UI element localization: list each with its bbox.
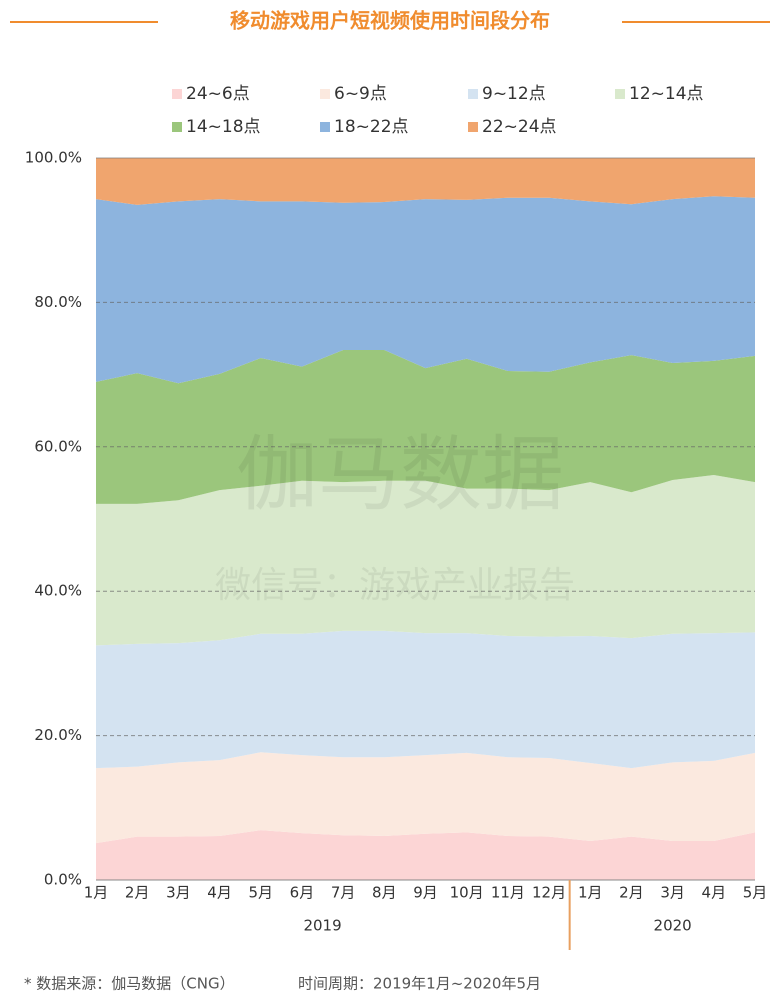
- chart-title: 移动游戏用户短视频使用时间段分布: [230, 9, 550, 33]
- x-tick-label: 10月: [450, 884, 484, 902]
- legend-label: 6~9点: [334, 84, 387, 104]
- legend-swatch: [172, 122, 182, 132]
- x-tick-label: 1月: [578, 884, 603, 902]
- watermark: 微信号：游戏产业报告: [215, 565, 575, 606]
- x-tick-label: 8月: [372, 884, 397, 902]
- area: [96, 158, 755, 205]
- x-tick-label: 2月: [619, 884, 644, 902]
- x-tick-label: 9月: [413, 884, 438, 902]
- x-tick-label: 3月: [660, 884, 685, 902]
- x-tick-label: 5月: [743, 884, 768, 902]
- legend-swatch: [172, 89, 182, 99]
- legend-label: 18~22点: [334, 117, 409, 137]
- area: [96, 630, 755, 769]
- area: [96, 752, 755, 844]
- legend-label: 9~12点: [482, 84, 546, 104]
- area: [96, 830, 755, 880]
- legend-swatch: [468, 89, 478, 99]
- footnote: 时间周期：2019年1月~2020年5月: [298, 975, 541, 993]
- x-tick-label: 7月: [331, 884, 356, 902]
- y-tick-label: 40.0%: [34, 582, 82, 600]
- y-tick-label: 80.0%: [34, 293, 82, 311]
- x-tick-label: 6月: [290, 884, 315, 902]
- group-label: 2020: [654, 917, 692, 935]
- legend-swatch: [615, 89, 625, 99]
- watermark: 伽马数据: [236, 427, 564, 522]
- area: [96, 474, 755, 646]
- y-tick-label: 20.0%: [34, 726, 82, 744]
- legend-label: 14~18点: [186, 117, 261, 137]
- x-tick-label: 2月: [125, 884, 150, 902]
- x-tick-label: 11月: [491, 884, 525, 902]
- y-tick-label: 100.0%: [25, 149, 82, 167]
- x-tick-label: 12月: [532, 884, 566, 902]
- legend-label: 22~24点: [482, 117, 557, 137]
- area: [96, 196, 755, 384]
- y-tick-label: 60.0%: [34, 437, 82, 455]
- legend-swatch: [468, 122, 478, 132]
- footnote: * 数据来源：伽马数据（CNG）: [24, 975, 235, 993]
- y-tick-label: 0.0%: [44, 871, 82, 889]
- x-tick-label: 5月: [248, 884, 273, 902]
- x-tick-label: 4月: [207, 884, 232, 902]
- x-tick-label: 4月: [702, 884, 727, 902]
- legend-label: 24~6点: [186, 84, 250, 104]
- x-tick-label: 1月: [84, 884, 109, 902]
- legend-label: 12~14点: [629, 84, 704, 104]
- x-tick-label: 3月: [166, 884, 191, 902]
- legend-swatch: [320, 89, 330, 99]
- group-label: 2019: [303, 917, 341, 935]
- area: [96, 350, 755, 504]
- legend-swatch: [320, 122, 330, 132]
